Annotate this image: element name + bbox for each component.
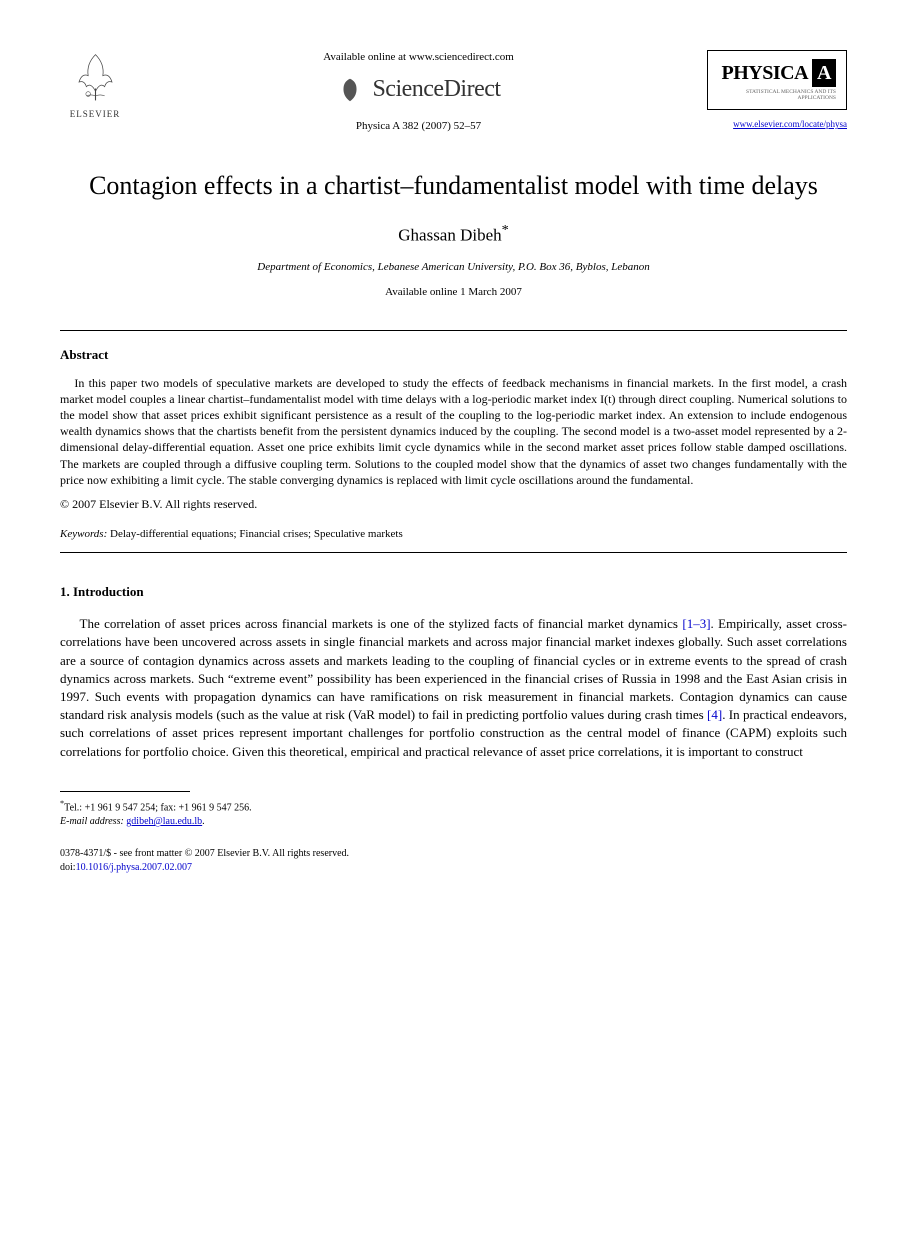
doi-link[interactable]: 10.1016/j.physa.2007.02.007 bbox=[76, 862, 192, 873]
keywords-label: Keywords: bbox=[60, 528, 107, 540]
ref-link-4[interactable]: [4] bbox=[707, 707, 722, 722]
intro-paragraph: The correlation of asset prices across f… bbox=[60, 615, 847, 761]
section-1-heading: 1. Introduction bbox=[60, 583, 847, 601]
physica-logo-block: PHYSICAA STATISTICAL MECHANICS AND ITS A… bbox=[707, 50, 847, 132]
footer-issn: 0378-4371/$ - see front matter © 2007 El… bbox=[60, 847, 847, 861]
intro-text-1: The correlation of asset prices across f… bbox=[80, 616, 683, 631]
divider-bottom bbox=[60, 552, 847, 553]
physica-name: PHYSICA bbox=[722, 62, 809, 84]
physica-subtitle: STATISTICAL MECHANICS AND ITS APPLICATIO… bbox=[718, 89, 836, 101]
footnote-tel: Tel.: +1 961 9 547 254; fax: +1 961 9 54… bbox=[64, 802, 252, 813]
footnote-rule bbox=[60, 791, 190, 792]
elsevier-tree-icon bbox=[68, 50, 123, 105]
footnote-email-label: E-mail address: bbox=[60, 816, 124, 827]
abstract-heading: Abstract bbox=[60, 346, 847, 364]
author-line: Ghassan Dibeh* bbox=[60, 221, 847, 247]
header-center: Available online at www.sciencedirect.co… bbox=[130, 50, 707, 134]
divider-top bbox=[60, 330, 847, 331]
available-online-text: Available online at www.sciencedirect.co… bbox=[150, 50, 687, 65]
affiliation: Department of Economics, Lebanese Americ… bbox=[60, 260, 847, 275]
footer-doi-line: doi:10.1016/j.physa.2007.02.007 bbox=[60, 861, 847, 875]
keywords-text: Delay-differential equations; Financial … bbox=[107, 528, 402, 540]
article-title: Contagion effects in a chartist–fundamen… bbox=[60, 169, 847, 203]
footnote-email-suffix: . bbox=[202, 816, 205, 827]
ref-link-1-3[interactable]: [1–3] bbox=[682, 616, 710, 631]
doi-prefix: doi: bbox=[60, 862, 76, 873]
sciencedirect-logo: ScienceDirect bbox=[150, 73, 687, 107]
physica-letter: A bbox=[812, 59, 836, 87]
elsevier-label: ELSEVIER bbox=[60, 108, 130, 121]
journal-reference: Physica A 382 (2007) 52–57 bbox=[150, 119, 687, 134]
author-name: Ghassan Dibeh bbox=[398, 226, 501, 245]
author-footnote-mark: * bbox=[502, 222, 509, 238]
abstract-copyright: © 2007 Elsevier B.V. All rights reserved… bbox=[60, 496, 847, 513]
footnote-block: *Tel.: +1 961 9 547 254; fax: +1 961 9 5… bbox=[60, 798, 847, 829]
page-footer: 0378-4371/$ - see front matter © 2007 El… bbox=[60, 847, 847, 875]
elsevier-logo: ELSEVIER bbox=[60, 50, 130, 121]
sciencedirect-text: ScienceDirect bbox=[372, 73, 500, 107]
date-online: Available online 1 March 2007 bbox=[60, 285, 847, 300]
keywords-line: Keywords: Delay-differential equations; … bbox=[60, 527, 847, 542]
footnote-email-link[interactable]: gdibeh@lau.edu.lb bbox=[126, 816, 202, 827]
abstract-body: In this paper two models of speculative … bbox=[60, 375, 847, 488]
journal-url-link[interactable]: www.elsevier.com/locate/physa bbox=[733, 119, 847, 129]
journal-header: ELSEVIER Available online at www.science… bbox=[60, 50, 847, 134]
sciencedirect-icon bbox=[336, 76, 364, 104]
physica-box: PHYSICAA STATISTICAL MECHANICS AND ITS A… bbox=[707, 50, 847, 110]
